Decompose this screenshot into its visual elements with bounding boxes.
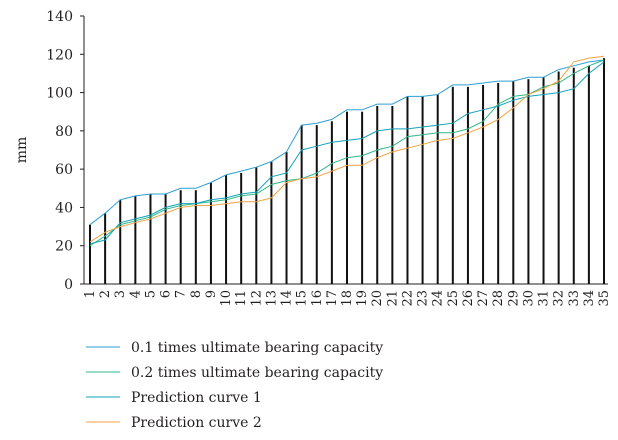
x-tick-label: 35 <box>597 290 612 307</box>
bar <box>315 125 318 284</box>
x-tick-label: 16 <box>310 290 325 307</box>
x-tick-label: 2 <box>98 290 113 298</box>
x-tick-label: 18 <box>340 290 355 307</box>
y-tick-label: 100 <box>46 86 73 102</box>
bar <box>436 94 439 284</box>
x-tick-label: 28 <box>491 290 506 307</box>
y-tick-label: 60 <box>55 162 73 178</box>
legend-label: 0.2 times ultimate bearing capacity <box>131 365 383 381</box>
bar <box>542 77 545 284</box>
bar <box>603 58 605 284</box>
y-axis: 0 20 40 60 80 100 120 140 mm <box>14 9 85 293</box>
legend-item: Prediction curve 1 <box>86 390 262 406</box>
y-tick-label: 0 <box>64 277 73 293</box>
legend-label: 0.1 times ultimate bearing capacity <box>131 340 383 356</box>
bar <box>179 190 182 284</box>
legend-label: Prediction curve 1 <box>131 390 262 406</box>
bar <box>361 111 364 284</box>
x-tick-label: 15 <box>295 290 310 307</box>
bar <box>482 84 485 285</box>
x-tick-label: 24 <box>431 290 446 307</box>
y-tick-label: 80 <box>55 124 73 140</box>
x-tick-label: 6 <box>159 290 174 298</box>
y-tick-label: 120 <box>46 47 73 63</box>
bar <box>512 81 515 284</box>
bar <box>451 86 454 284</box>
bar <box>270 161 273 284</box>
bar <box>497 83 500 284</box>
x-tick-label: 26 <box>461 290 476 307</box>
legend-item: 0.2 times ultimate bearing capacity <box>86 365 383 381</box>
x-tick-label: 8 <box>189 290 204 298</box>
bar <box>406 96 409 285</box>
y-tick-label: 40 <box>55 200 73 216</box>
bar <box>466 86 469 284</box>
x-axis: 1 2 3 4 5 6 7 8 9 10 11 12 13 14 15 16 17 18 19 20 21 22 23 24 2… <box>83 283 612 307</box>
x-tick-label: 34 <box>582 290 597 307</box>
x-tick-label: 11 <box>234 290 249 307</box>
bar <box>421 96 424 285</box>
series-line-1 <box>89 59 605 226</box>
x-tick-label: 3 <box>113 290 128 298</box>
bar <box>255 167 258 284</box>
x-tick-label: 23 <box>416 290 431 307</box>
series-line-4 <box>89 55 605 243</box>
x-tick-label: 1 <box>83 290 98 298</box>
bar <box>300 125 303 284</box>
x-tick-label: 5 <box>143 290 158 298</box>
x-tick-label: 13 <box>264 290 279 307</box>
bar <box>285 151 288 284</box>
x-tick-label: 4 <box>128 290 143 298</box>
legend-item: 0.1 times ultimate bearing capacity <box>86 340 383 356</box>
bar <box>527 79 530 285</box>
legend-item: Prediction curve 2 <box>86 415 262 431</box>
x-tick-label: 20 <box>370 290 385 307</box>
y-tick-label: 20 <box>55 239 73 255</box>
x-tick-label: 33 <box>567 290 582 307</box>
bar <box>572 67 575 284</box>
series-line-3 <box>89 61 605 245</box>
x-tick-label: 19 <box>355 290 370 307</box>
x-tick-label: 29 <box>506 290 521 307</box>
bar <box>104 213 107 284</box>
bar <box>119 199 122 284</box>
bar <box>194 190 197 284</box>
bar-series <box>89 58 605 285</box>
bar <box>209 182 212 284</box>
x-tick-label: 12 <box>249 290 264 307</box>
x-tick-label: 25 <box>446 290 461 307</box>
bar <box>557 71 560 284</box>
x-tick-label: 22 <box>400 290 415 307</box>
x-tick-label: 30 <box>521 290 536 307</box>
legend: 0.1 times ultimate bearing capacity 0.2 t… <box>86 340 383 431</box>
bar <box>149 194 152 284</box>
x-tick-label: 32 <box>552 290 567 307</box>
x-tick-label: 27 <box>476 290 491 307</box>
y-tick-label: 140 <box>46 9 73 25</box>
x-tick-label: 31 <box>537 290 552 307</box>
bar <box>391 105 394 284</box>
bar <box>134 195 137 284</box>
bar <box>330 121 333 285</box>
y-axis-label: mm <box>14 137 30 164</box>
bar <box>240 172 243 284</box>
bar <box>587 65 590 285</box>
x-tick-label: 9 <box>204 290 219 298</box>
x-tick-label: 14 <box>280 290 295 307</box>
bar <box>164 194 167 284</box>
bar <box>89 224 91 284</box>
bar <box>225 174 228 284</box>
series-line-2 <box>89 59 605 247</box>
line-series <box>89 55 605 247</box>
x-tick-label: 10 <box>219 290 234 307</box>
x-tick-label: 17 <box>325 290 340 307</box>
x-tick-label: 7 <box>174 290 189 298</box>
bar <box>376 105 379 284</box>
legend-label: Prediction curve 2 <box>131 415 262 431</box>
bar <box>346 111 348 284</box>
x-tick-label: 21 <box>385 290 400 307</box>
